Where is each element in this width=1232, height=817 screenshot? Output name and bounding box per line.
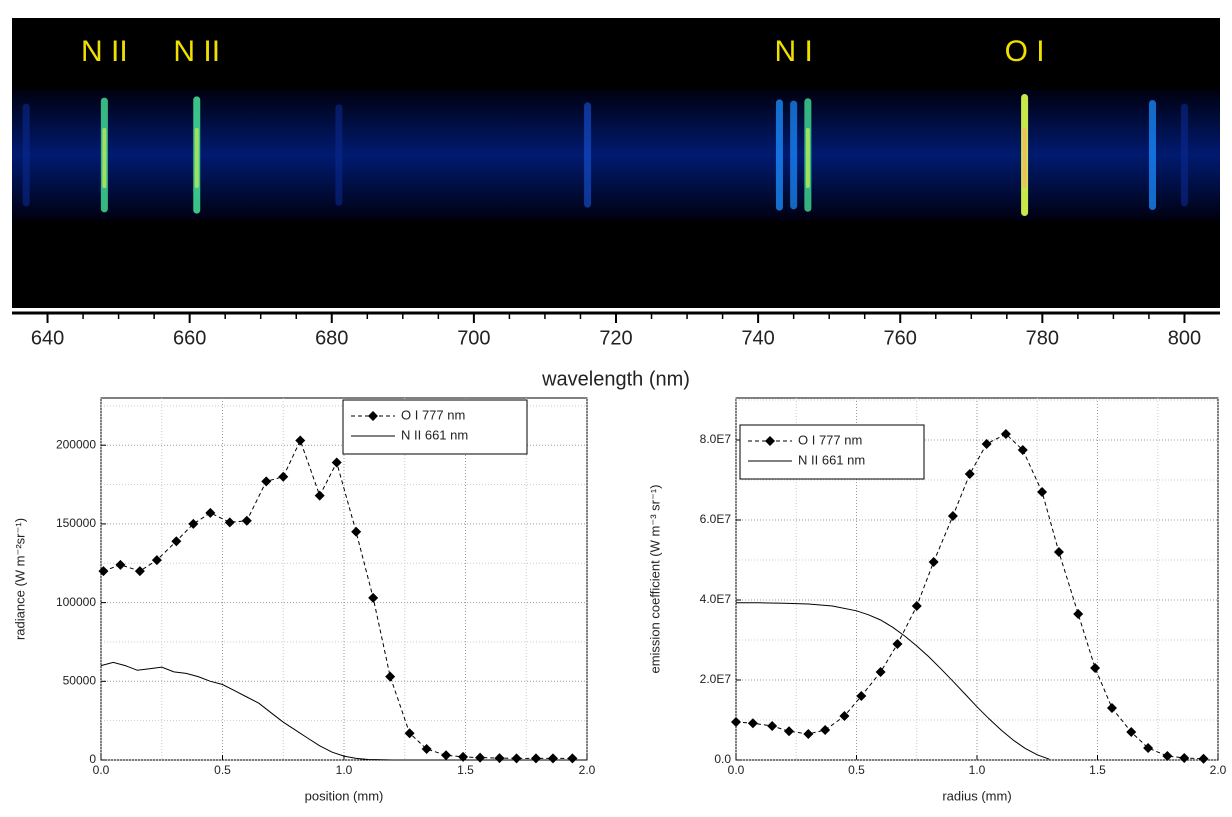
line-label: N I xyxy=(774,35,812,68)
y-tick-label: 2.0E7 xyxy=(700,672,732,686)
x-tick-label: 1.5 xyxy=(1089,763,1106,777)
x-tick-label: 740 xyxy=(741,327,774,349)
x-tick-label: 1.5 xyxy=(457,763,474,777)
y-tick-label: 0.0 xyxy=(714,752,731,766)
x-tick-label: 680 xyxy=(315,327,348,349)
x-tick-label: 700 xyxy=(457,327,490,349)
emission-line xyxy=(1181,104,1188,207)
figure: N II N II N I O I 640 660 680 700 720 740 760 780 80… xyxy=(0,0,1232,817)
x-tick-label: 660 xyxy=(173,327,206,349)
legend-label: O I 777 nm xyxy=(401,407,465,422)
y-tick-label: 100000 xyxy=(56,595,96,609)
legend-label: N II 661 nm xyxy=(798,452,865,467)
x-tick-label: 2.0 xyxy=(579,763,596,777)
x-axis-label: wavelength (nm) xyxy=(541,368,690,390)
y-tick-label: 8.0E7 xyxy=(700,432,732,446)
y-axis-label: emission coefficient (W m⁻³ sr⁻¹) xyxy=(647,484,662,673)
x-axis-label: radius (mm) xyxy=(942,788,1011,803)
emission-line xyxy=(790,101,797,210)
emission-line xyxy=(23,104,30,207)
y-tick-label: 4.0E7 xyxy=(700,592,732,606)
emission-line xyxy=(335,104,342,206)
x-tick-label: 760 xyxy=(884,327,917,349)
y-tick-label: 0 xyxy=(89,752,96,766)
y-tick-label: 50000 xyxy=(63,673,97,687)
emission-core xyxy=(102,128,106,188)
y-tick-label: 150000 xyxy=(56,516,96,530)
emission-core xyxy=(195,128,199,188)
emission-line xyxy=(1149,100,1156,210)
y-axis-label: radiance (W m⁻²sr⁻¹) xyxy=(12,518,27,640)
x-tick-label: 780 xyxy=(1026,327,1059,349)
spectrum-band xyxy=(12,90,1220,220)
emission-core xyxy=(1023,128,1027,188)
line-label: N II xyxy=(81,35,128,68)
y-tick-label: 6.0E7 xyxy=(700,512,732,526)
emission-line xyxy=(776,99,783,210)
x-tick-label: 1.0 xyxy=(336,763,353,777)
line-label: N II xyxy=(173,35,220,68)
x-tick-label: 720 xyxy=(599,327,632,349)
legend-label: N II 661 nm xyxy=(401,427,468,442)
x-tick-label: 0.5 xyxy=(214,763,231,777)
x-tick-label: 1.0 xyxy=(969,763,986,777)
x-tick-label: 800 xyxy=(1168,327,1201,349)
x-tick-label: 2.0 xyxy=(1210,763,1227,777)
emission-line xyxy=(584,102,591,207)
x-tick-label: 0.5 xyxy=(848,763,865,777)
line-label: O I xyxy=(1005,35,1045,68)
y-tick-label: 200000 xyxy=(56,437,96,451)
legend-label: O I 777 nm xyxy=(798,432,862,447)
x-tick-label: 640 xyxy=(31,327,64,349)
emission-core xyxy=(806,128,810,188)
x-axis-label: position (mm) xyxy=(305,788,384,803)
